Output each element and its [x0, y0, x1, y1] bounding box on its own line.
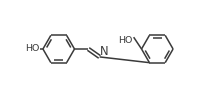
Text: HO: HO — [25, 44, 39, 54]
Text: HO: HO — [118, 36, 133, 45]
Text: N: N — [100, 45, 109, 58]
